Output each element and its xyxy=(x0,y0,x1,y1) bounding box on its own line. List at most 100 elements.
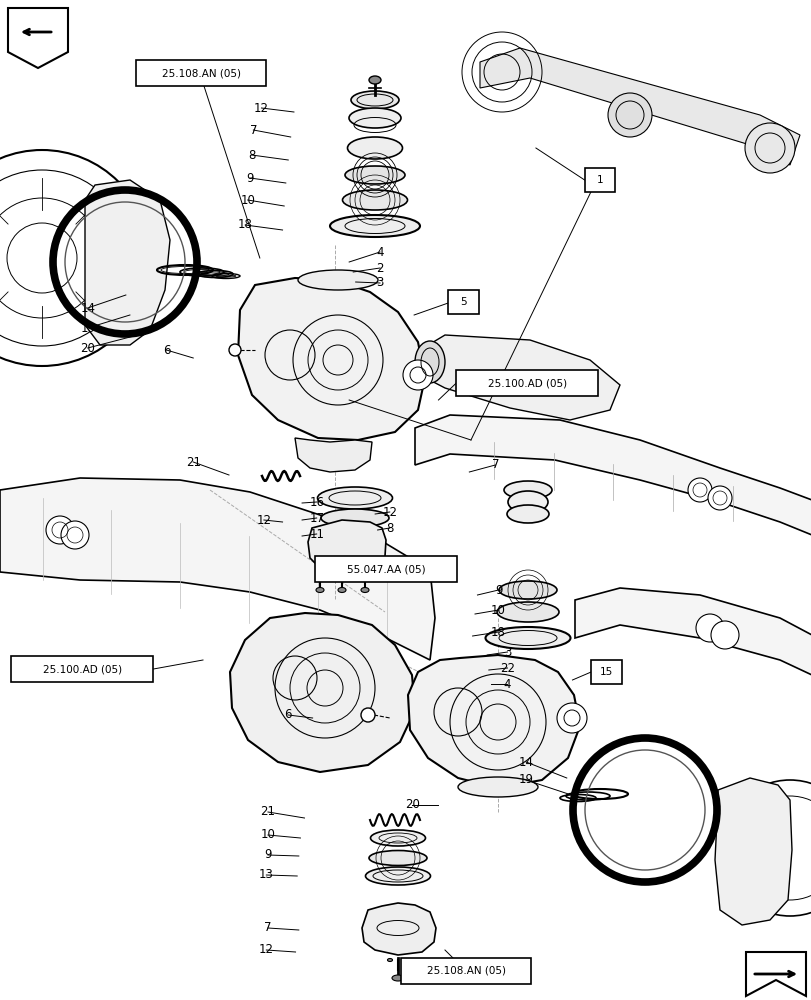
Text: 19: 19 xyxy=(80,322,95,334)
Ellipse shape xyxy=(508,491,547,513)
Ellipse shape xyxy=(370,830,425,846)
Ellipse shape xyxy=(342,190,407,210)
Polygon shape xyxy=(479,48,799,165)
Text: 17: 17 xyxy=(309,512,324,524)
Ellipse shape xyxy=(506,505,548,523)
Circle shape xyxy=(710,621,738,649)
Polygon shape xyxy=(414,415,811,535)
Ellipse shape xyxy=(414,341,444,383)
Ellipse shape xyxy=(361,587,368,592)
Bar xyxy=(401,958,530,984)
Circle shape xyxy=(687,478,711,502)
Text: 3: 3 xyxy=(503,646,511,658)
Text: 7: 7 xyxy=(249,124,257,137)
Ellipse shape xyxy=(392,975,404,981)
Text: 12: 12 xyxy=(259,943,273,956)
Ellipse shape xyxy=(320,509,388,527)
Ellipse shape xyxy=(504,481,551,499)
Ellipse shape xyxy=(368,850,427,865)
Polygon shape xyxy=(85,180,169,345)
Text: 20: 20 xyxy=(405,798,419,811)
Text: 3: 3 xyxy=(375,276,384,290)
Ellipse shape xyxy=(337,587,345,592)
Text: 1: 1 xyxy=(596,175,603,185)
Bar xyxy=(456,370,598,396)
Circle shape xyxy=(744,123,794,173)
Circle shape xyxy=(402,360,432,390)
Text: 12: 12 xyxy=(254,102,268,115)
Text: 25.108.AN (05): 25.108.AN (05) xyxy=(426,966,505,976)
Text: 25.108.AN (05): 25.108.AN (05) xyxy=(161,68,241,78)
Polygon shape xyxy=(407,655,579,788)
Polygon shape xyxy=(714,778,791,925)
Polygon shape xyxy=(0,478,435,660)
Text: 4: 4 xyxy=(503,678,511,690)
Text: 10: 10 xyxy=(240,194,255,207)
Ellipse shape xyxy=(496,602,558,622)
Text: 10: 10 xyxy=(491,603,505,616)
Circle shape xyxy=(695,614,723,642)
Text: 13: 13 xyxy=(259,868,273,881)
Bar xyxy=(584,168,615,192)
Ellipse shape xyxy=(499,581,556,599)
Ellipse shape xyxy=(315,587,324,592)
Text: 16: 16 xyxy=(309,495,324,508)
Text: 2: 2 xyxy=(375,261,384,274)
Ellipse shape xyxy=(317,487,392,509)
Text: 19: 19 xyxy=(518,773,533,786)
Text: 25.100.AD (05): 25.100.AD (05) xyxy=(487,378,566,388)
Circle shape xyxy=(46,516,74,544)
Ellipse shape xyxy=(365,867,430,885)
Ellipse shape xyxy=(347,137,402,159)
Polygon shape xyxy=(230,613,414,772)
Circle shape xyxy=(229,344,241,356)
Text: 6: 6 xyxy=(162,344,170,357)
Circle shape xyxy=(556,703,586,733)
Polygon shape xyxy=(307,520,385,574)
Text: 11: 11 xyxy=(309,528,324,540)
Text: 8: 8 xyxy=(385,522,393,534)
Bar xyxy=(590,660,621,684)
Bar xyxy=(11,656,153,682)
Text: 25.100.AD (05): 25.100.AD (05) xyxy=(43,664,122,674)
Text: 21: 21 xyxy=(260,805,275,818)
Circle shape xyxy=(61,521,89,549)
Text: 9: 9 xyxy=(264,848,272,861)
Text: 14: 14 xyxy=(518,756,533,768)
Text: 8: 8 xyxy=(247,149,255,162)
Text: 18: 18 xyxy=(238,219,252,232)
Ellipse shape xyxy=(349,108,401,128)
Text: 15: 15 xyxy=(599,667,612,677)
Ellipse shape xyxy=(350,91,398,109)
Bar xyxy=(448,290,478,314)
Polygon shape xyxy=(362,903,436,955)
Circle shape xyxy=(707,486,731,510)
Ellipse shape xyxy=(457,777,538,797)
Text: 14: 14 xyxy=(80,302,95,314)
Polygon shape xyxy=(745,952,805,996)
Polygon shape xyxy=(419,335,620,420)
Ellipse shape xyxy=(387,958,392,961)
Text: 55.047.AA (05): 55.047.AA (05) xyxy=(346,564,425,574)
Polygon shape xyxy=(574,588,811,675)
Polygon shape xyxy=(238,278,424,440)
Text: 7: 7 xyxy=(264,921,272,934)
Text: 10: 10 xyxy=(260,828,275,841)
Bar xyxy=(136,60,266,86)
Text: 18: 18 xyxy=(491,626,505,639)
Circle shape xyxy=(361,708,375,722)
Text: 9: 9 xyxy=(494,584,502,596)
Text: 9: 9 xyxy=(246,172,254,185)
Text: 21: 21 xyxy=(186,456,200,468)
Polygon shape xyxy=(294,438,371,472)
Ellipse shape xyxy=(345,166,405,184)
Ellipse shape xyxy=(485,627,570,649)
Text: 22: 22 xyxy=(500,662,514,674)
Text: 20: 20 xyxy=(80,342,95,355)
Circle shape xyxy=(607,93,651,137)
Ellipse shape xyxy=(298,270,378,290)
Text: 5: 5 xyxy=(460,297,466,307)
Text: 12: 12 xyxy=(382,506,397,518)
Polygon shape xyxy=(8,8,68,68)
Ellipse shape xyxy=(368,76,380,84)
